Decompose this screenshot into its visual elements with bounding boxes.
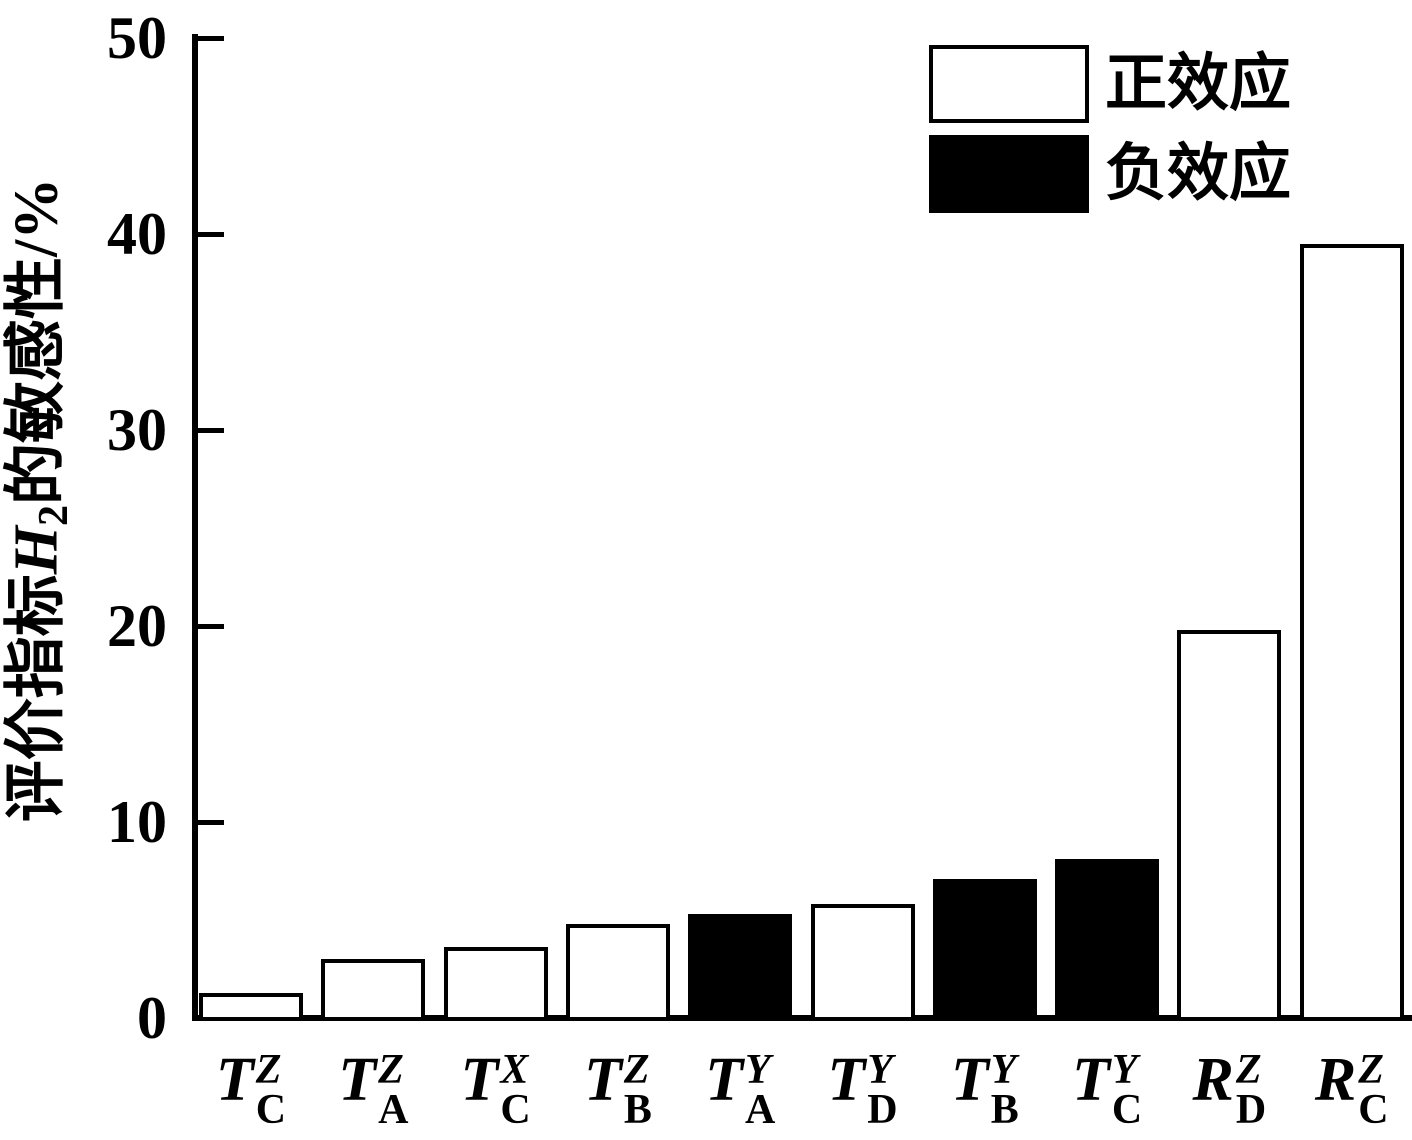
x-label-base: R [1314, 1046, 1357, 1115]
bar-TC-Z [199, 993, 303, 1021]
y-tick-label-0: 0 [137, 985, 167, 1051]
x-label-subscript: D [867, 1086, 898, 1133]
legend-entry-positive: 正效应 [929, 45, 1291, 123]
x-axis-line [192, 1015, 1412, 1021]
y-tick-mark-10 [198, 819, 224, 825]
x-label-base: T [1071, 1046, 1110, 1115]
bar-TB-Y [933, 879, 1037, 1021]
y-tick-label-10: 10 [107, 789, 167, 855]
bar-TC-Y [1055, 859, 1159, 1021]
bar-TA-Z [321, 959, 425, 1021]
x-label-subscript: A [744, 1086, 776, 1133]
x-label-subscript: D [1235, 1086, 1267, 1133]
y-axis-line [192, 34, 198, 1021]
x-label-base: T [705, 1046, 743, 1115]
x-label-superscript: Y [990, 1047, 1017, 1094]
bar-TD-Y [811, 904, 915, 1021]
x-label-superscript: Y [1111, 1047, 1138, 1094]
x-label-superscript: Z [378, 1047, 404, 1094]
x-label-superscript: Z [1358, 1047, 1384, 1094]
legend-label-positive: 正效应 [1105, 50, 1292, 118]
y-axis-title-subscript: 2 [30, 504, 77, 526]
legend-entry-negative: 负效应 [929, 135, 1291, 213]
x-label-subscript: C [1358, 1086, 1389, 1133]
x-label-subscript: B [990, 1086, 1019, 1133]
y-tick-label-30: 30 [107, 397, 167, 463]
y-tick-mark-40 [198, 231, 224, 237]
legend-swatch-positive [929, 45, 1089, 123]
y-axis-title: 评价指标H2的敏感性/% [2, 178, 77, 822]
x-label-subscript: C [1111, 1086, 1143, 1133]
bar-RC-Z [1300, 244, 1404, 1021]
bar-RD-Z [1177, 630, 1281, 1021]
x-label-subscript: B [623, 1086, 652, 1133]
y-tick-label-50: 50 [107, 5, 167, 71]
x-label-subscript: C [255, 1086, 287, 1133]
bar-TA-Y [688, 914, 792, 1021]
x-label-superscript: Y [744, 1047, 771, 1094]
y-tick-mark-50 [198, 35, 224, 41]
x-label-base: T [827, 1046, 866, 1115]
x-label-base: T [460, 1046, 499, 1115]
y-tick-label-20: 20 [107, 593, 167, 659]
x-label-base: T [950, 1046, 989, 1115]
x-label-subscript: A [378, 1086, 409, 1133]
x-label-superscript: Y [867, 1047, 893, 1094]
legend: 正效应 负效应 [929, 45, 1291, 213]
x-label-superscript: Z [623, 1047, 650, 1094]
x-label-superscript: X [500, 1047, 529, 1094]
x-label-base: T [338, 1046, 377, 1115]
bar-TC-X [444, 947, 548, 1021]
y-tick-mark-20 [198, 623, 224, 629]
x-label-base: T [215, 1046, 254, 1115]
x-label-base: T [583, 1046, 622, 1115]
x-label-superscript: Z [1235, 1047, 1262, 1094]
legend-swatch-negative [929, 135, 1089, 213]
y-tick-mark-30 [198, 427, 224, 433]
legend-label-negative: 负效应 [1105, 140, 1292, 208]
bar-TB-Z [566, 924, 670, 1021]
x-label-superscript: Z [255, 1047, 282, 1094]
x-label-base: R [1192, 1046, 1234, 1115]
y-axis-title-variable: H [2, 525, 71, 575]
y-tick-label-40: 40 [107, 201, 167, 267]
x-label-subscript: C [500, 1086, 531, 1133]
